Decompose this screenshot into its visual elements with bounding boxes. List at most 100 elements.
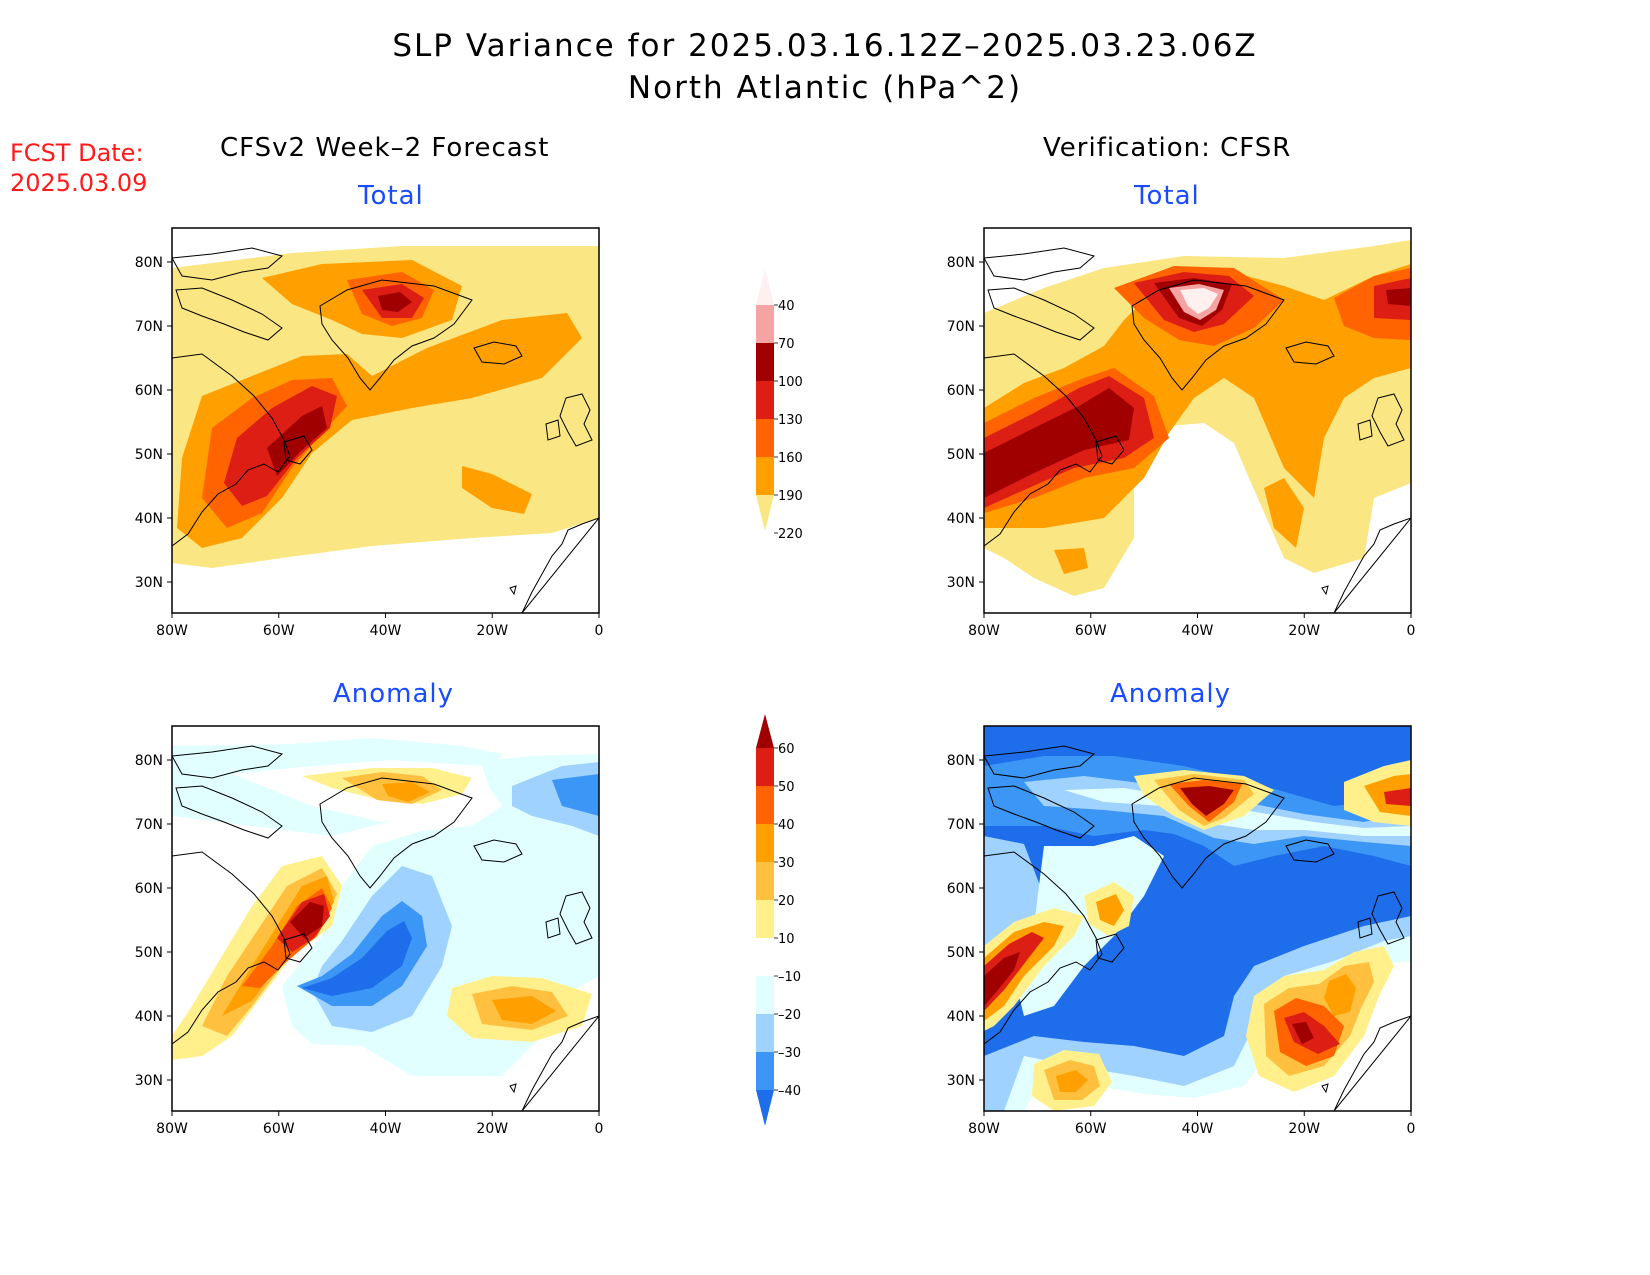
contour-160-northeast	[1386, 288, 1411, 306]
colorbar-swatch	[756, 862, 774, 900]
colorbar-swatch	[756, 495, 774, 531]
iberia-africa-coastline	[1333, 517, 1411, 613]
lon-tick-label: 80W	[968, 623, 1000, 639]
contour-160	[984, 388, 1134, 498]
contour-220	[1180, 288, 1218, 314]
field-layer	[172, 738, 599, 1111]
colorbar-label: 40	[778, 299, 795, 314]
contour-neg40	[302, 921, 412, 996]
colorbar-label: 60	[778, 742, 795, 757]
lon-tick-label: 80W	[156, 1121, 188, 1137]
contour-neg30-northeast	[552, 774, 599, 816]
fcst-date-block: FCST Date: 2025.03.09	[10, 138, 147, 198]
lat-tick-label: 70N	[135, 817, 163, 833]
lon-tick-label: 20W	[476, 623, 508, 639]
colorbar-label: –30	[778, 1046, 801, 1061]
arctic-islands-coastline	[172, 745, 284, 779]
colorbar-swatch	[756, 900, 774, 938]
forecast-total-map: 80W 60W 40W 20W 0 80N 70N 60N 50N 40N 30N	[135, 227, 604, 639]
contour-30-southwest	[1056, 1070, 1088, 1092]
north-america-coastline	[984, 851, 1103, 1045]
lon-tick-label: 40W	[370, 1121, 402, 1137]
lat-tick-label: 80N	[135, 255, 163, 271]
lon-tick-label: 0	[1407, 1121, 1416, 1137]
colorbar-swatch	[756, 381, 774, 419]
ireland-coastline	[1357, 419, 1373, 441]
colorbar-swatch	[756, 938, 774, 976]
contour-160-north	[378, 292, 412, 312]
greenland-coastline	[1131, 777, 1285, 889]
colorbar-label: –40	[778, 1084, 801, 1099]
lat-tick-label: 30N	[135, 1073, 163, 1089]
lon-tick-label: 0	[1407, 623, 1416, 639]
lat-tick-label: 40N	[135, 1009, 163, 1025]
iceland-coastline	[473, 341, 523, 365]
colorbar-swatch	[756, 786, 774, 824]
contour-50-west	[984, 932, 1044, 1011]
colorbar-label: 10	[778, 932, 795, 947]
fcst-date-label: FCST Date:	[10, 139, 144, 167]
lat-tick-label: 50N	[135, 447, 163, 463]
iberia-africa-coastline	[1333, 1015, 1411, 1111]
colorbar-label: 100	[778, 375, 803, 390]
north-america-coastline	[984, 353, 1103, 547]
contour-70	[177, 313, 582, 548]
colorbar-label: 160	[778, 451, 803, 466]
colorbar-label: 220	[778, 527, 803, 542]
contour-30-east	[1324, 974, 1356, 1016]
contour-30-center	[1096, 894, 1124, 926]
lat-tick-label: 30N	[947, 575, 975, 591]
contour-50-southeast	[1284, 1012, 1340, 1054]
contour-70-south	[1264, 478, 1304, 548]
main-subtitle: North Atlantic (hPa^2)	[627, 70, 1023, 106]
colorbar-swatch	[756, 343, 774, 381]
forecast-anomaly-map: 80W 60W 40W 20W 0 80N 70N 60N 50N 40N 30N	[135, 725, 603, 1137]
baffin-coastline	[987, 287, 1095, 341]
baffin-coastline	[175, 785, 283, 839]
british-isles-coastline	[1371, 891, 1405, 945]
contour-60-southeast	[1292, 1022, 1314, 1044]
north-america-coastline	[172, 851, 291, 1045]
lon-tick-label: 80W	[968, 1121, 1000, 1137]
lat-tick-label: 60N	[135, 881, 163, 897]
lat-tick-label: 30N	[135, 575, 163, 591]
colorbar-label: –10	[778, 970, 801, 985]
lon-tick-label: 60W	[1075, 623, 1107, 639]
colorbar-swatch	[756, 1090, 774, 1126]
lon-tick-label: 20W	[476, 1121, 508, 1137]
lon-tick-label: 40W	[370, 623, 402, 639]
lat-tick-label: 80N	[135, 753, 163, 769]
lat-tick-label: 60N	[947, 383, 975, 399]
lat-tick-label: 70N	[135, 319, 163, 335]
lon-tick-label: 0	[595, 623, 604, 639]
british-isles-coastline	[1371, 393, 1405, 447]
lat-tick-label: 60N	[135, 383, 163, 399]
lon-tick-label: 60W	[1075, 1121, 1107, 1137]
lat-tick-label: 70N	[947, 817, 975, 833]
colorbar-label: 20	[778, 894, 795, 909]
colorbar-swatch	[756, 419, 774, 457]
colorbar-swatch	[756, 824, 774, 862]
colorbar-swatch	[756, 457, 774, 495]
field-layer	[984, 240, 1411, 613]
contour-60	[290, 902, 324, 938]
forecast-total-title: Total	[358, 181, 424, 211]
colorbar-swatch	[756, 305, 774, 343]
arctic-islands-coastline	[172, 247, 284, 281]
contour-60-west	[984, 952, 1020, 1006]
greenland-coastline	[319, 777, 473, 889]
forecast-column-title: CFSv2 Week–2 Forecast	[220, 133, 550, 163]
greenland-coastline	[319, 279, 473, 391]
newfoundland-coastline	[283, 933, 313, 963]
lon-tick-label: 40W	[1182, 623, 1214, 639]
contour-70-east	[462, 466, 532, 514]
field-layer	[984, 726, 1411, 1111]
iberia-africa-coastline	[521, 517, 599, 613]
canary-islands-coastline	[509, 1083, 517, 1094]
contour-160	[267, 406, 327, 476]
iceland-coastline	[1285, 839, 1335, 863]
lat-tick-label: 30N	[947, 1073, 975, 1089]
anomaly-colorbar: 60 50 40 30 20 10 –10 –20 –30 –40	[756, 714, 801, 1126]
verification-total-map: 80W 60W 40W 20W 0 80N 70N 60N 50N 40N 30N	[947, 227, 1416, 639]
colorbar-label: 190	[778, 489, 803, 504]
